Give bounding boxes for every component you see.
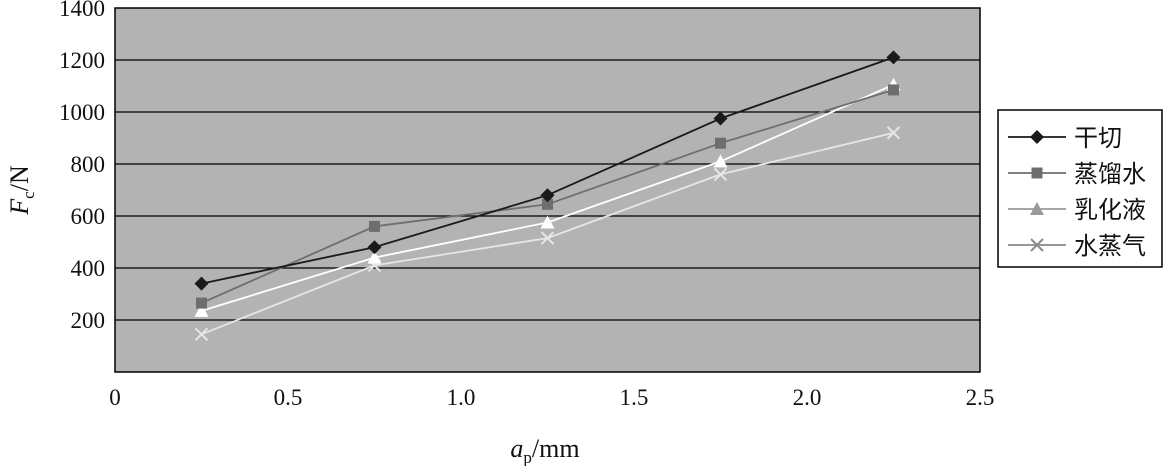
- x-tick-label: 1.5: [620, 385, 649, 410]
- data-point: [713, 167, 728, 182]
- y-tick-label: 1200: [59, 48, 105, 73]
- series-0: [194, 50, 901, 291]
- y-axis-title: Fc/N: [5, 165, 38, 216]
- data-point: [367, 250, 382, 264]
- legend-marker: [1030, 130, 1044, 144]
- y-tick-label: 600: [71, 204, 106, 229]
- x-axis-title: ap/mm: [510, 434, 579, 466]
- y-tick-label: 800: [71, 152, 106, 177]
- x-tick-label: 1.0: [447, 385, 476, 410]
- legend-marker: [1030, 238, 1044, 252]
- data-point: [886, 50, 901, 65]
- legend-label: 乳化液: [1074, 196, 1146, 224]
- data-point: [194, 276, 209, 291]
- x-tick-label: 0: [109, 385, 121, 410]
- legend-marker: [1030, 202, 1044, 215]
- series-2: [194, 77, 901, 317]
- legend-item: 水蒸气: [1008, 232, 1146, 260]
- data-point: [367, 240, 382, 255]
- data-point: [194, 327, 209, 342]
- x-tick-label: 2.0: [793, 385, 822, 410]
- data-point: [369, 220, 380, 232]
- y-tick-label: 400: [71, 256, 106, 281]
- series-layer: [194, 50, 901, 342]
- legend-marker: [1031, 167, 1043, 179]
- grid-lines: [115, 59, 980, 321]
- data-point: [540, 231, 555, 245]
- y-tick-label: 1000: [59, 100, 105, 125]
- data-point: [196, 297, 207, 309]
- data-point: [713, 154, 728, 168]
- data-point: [888, 84, 899, 96]
- x-tick-labels: 0 0.5 1.0 1.5 2.0 2.5: [109, 385, 994, 410]
- legend-label: 水蒸气: [1074, 232, 1146, 260]
- legend-item: 乳化液: [1008, 196, 1146, 224]
- legend-item: 蒸馏水: [1008, 160, 1146, 188]
- data-point: [713, 111, 728, 126]
- data-point: [715, 137, 726, 149]
- y-tick-label: 1400: [59, 0, 105, 21]
- series-1: [196, 84, 899, 309]
- data-point: [194, 303, 209, 317]
- legend-label: 蒸馏水: [1074, 160, 1146, 188]
- y-tick-labels: 200 400 600 800 1000 1200 1400: [59, 0, 105, 333]
- data-point: [886, 126, 901, 140]
- legend-label: 干切: [1074, 124, 1122, 152]
- data-point: [540, 188, 555, 203]
- data-point: [542, 198, 553, 210]
- y-tick-label: 200: [71, 308, 106, 333]
- legend-item: 干切: [1008, 124, 1122, 152]
- x-tick-label: 0.5: [274, 385, 303, 410]
- data-point: [540, 215, 555, 229]
- x-tick-label: 2.5: [966, 385, 995, 410]
